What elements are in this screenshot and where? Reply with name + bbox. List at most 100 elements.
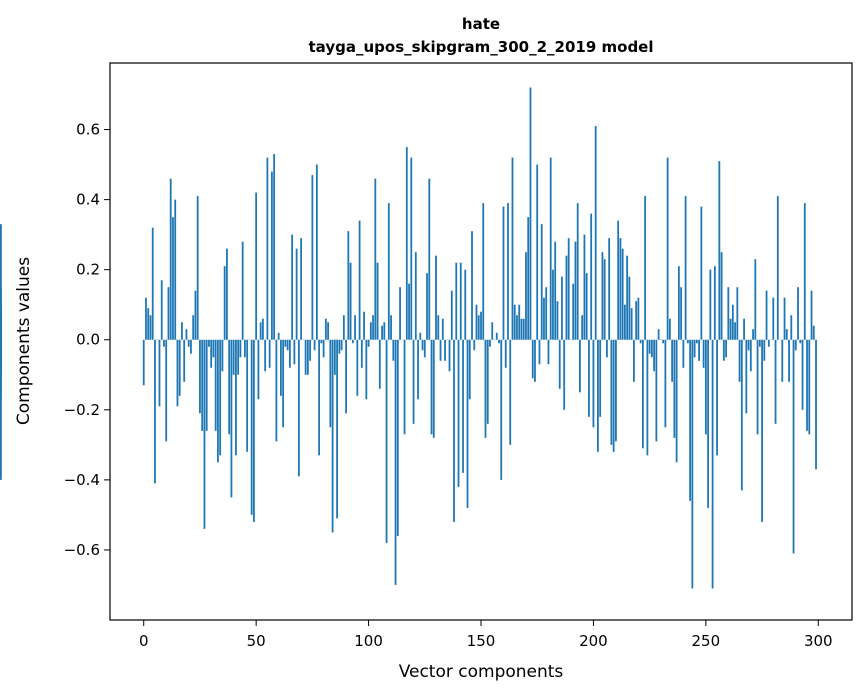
bar xyxy=(624,304,626,340)
bar xyxy=(235,339,237,456)
bar xyxy=(297,339,300,477)
bar xyxy=(147,308,150,340)
bar xyxy=(237,339,240,375)
bar xyxy=(459,262,462,340)
bar xyxy=(387,203,390,340)
y-tick-label: 0.2 xyxy=(76,261,100,279)
bar xyxy=(686,339,689,344)
bar xyxy=(450,290,453,340)
bar xyxy=(615,339,617,442)
bar xyxy=(244,339,246,358)
bar xyxy=(275,339,278,442)
x-axis-title: Vector components xyxy=(399,662,564,682)
bar xyxy=(509,339,512,445)
bar xyxy=(199,339,201,414)
bar xyxy=(174,199,177,340)
bar xyxy=(776,196,779,340)
bar xyxy=(464,269,467,340)
bar xyxy=(522,318,525,340)
bar xyxy=(650,339,653,358)
bar xyxy=(165,339,168,442)
bar-series xyxy=(0,87,817,589)
bar xyxy=(266,157,269,340)
bar xyxy=(351,339,354,344)
bar xyxy=(208,339,210,347)
bar xyxy=(477,315,480,340)
bar xyxy=(262,318,264,340)
bar xyxy=(145,297,147,340)
bar xyxy=(221,339,224,372)
bar xyxy=(722,339,725,361)
bar xyxy=(502,206,505,340)
bar xyxy=(286,339,289,351)
bar xyxy=(704,339,707,435)
bar xyxy=(322,339,325,358)
y-axis: −0.6 −0.4 −0.2 0.0 0.2 0.4 0.6 xyxy=(64,121,110,559)
bar xyxy=(268,339,271,368)
bar xyxy=(167,287,170,340)
bar xyxy=(576,203,579,340)
bar xyxy=(414,252,417,340)
bar xyxy=(794,339,797,351)
bar xyxy=(462,339,464,473)
bar xyxy=(516,315,518,340)
bar xyxy=(543,297,545,340)
bar xyxy=(176,339,179,407)
bar xyxy=(518,304,521,340)
bar xyxy=(536,164,539,340)
bar xyxy=(594,126,597,340)
bar xyxy=(318,339,321,456)
bar xyxy=(201,339,204,431)
bar xyxy=(356,339,359,396)
bar xyxy=(358,220,361,340)
bar xyxy=(707,339,709,508)
bar xyxy=(293,339,296,365)
bar xyxy=(190,339,192,354)
bar xyxy=(788,339,790,382)
bar xyxy=(585,273,588,340)
bar xyxy=(419,332,422,340)
bar xyxy=(385,339,388,543)
y-tick-label: 0.6 xyxy=(76,121,100,139)
bar xyxy=(653,339,656,372)
bar xyxy=(217,339,219,463)
bar xyxy=(372,315,374,340)
x-tick-label: 0 xyxy=(139,632,149,650)
bar xyxy=(367,339,370,347)
bar xyxy=(583,234,586,340)
bar xyxy=(349,262,352,340)
bar xyxy=(671,339,674,382)
bar xyxy=(378,339,381,389)
bar xyxy=(284,339,287,347)
bar xyxy=(426,273,428,340)
chart-title: hate xyxy=(462,15,500,33)
bar xyxy=(677,266,680,340)
bar xyxy=(354,315,356,340)
bar xyxy=(255,192,258,340)
bar xyxy=(700,206,703,340)
bar xyxy=(572,283,575,340)
bar xyxy=(684,196,687,340)
bar xyxy=(154,339,156,484)
bar xyxy=(588,339,590,417)
bar xyxy=(734,322,736,340)
bar xyxy=(740,339,743,491)
bar xyxy=(0,224,2,340)
bar xyxy=(453,339,455,522)
bar xyxy=(806,339,808,431)
bar xyxy=(765,290,768,340)
y-tick-label: −0.6 xyxy=(64,541,100,559)
bar xyxy=(142,339,145,386)
bar xyxy=(756,339,759,435)
bar xyxy=(689,339,692,501)
bar xyxy=(534,339,536,382)
bar xyxy=(291,234,294,340)
bar xyxy=(149,315,152,340)
bar xyxy=(333,339,336,375)
bar xyxy=(273,154,276,340)
bar xyxy=(163,339,165,347)
bar xyxy=(455,262,458,340)
bar xyxy=(475,304,478,340)
bar xyxy=(423,339,426,358)
bar xyxy=(345,339,347,414)
